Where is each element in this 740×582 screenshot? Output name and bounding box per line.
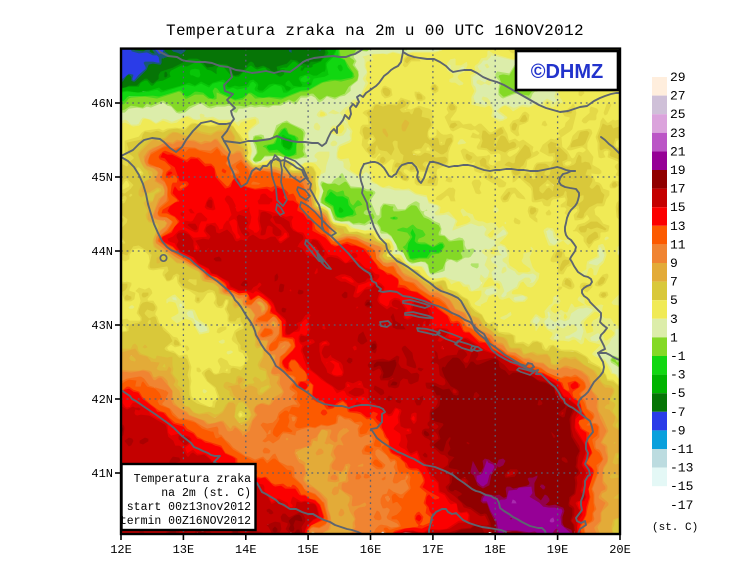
svg-text:-5: -5 bbox=[670, 386, 686, 401]
svg-text:23: 23 bbox=[670, 126, 686, 141]
svg-text:Temperatura zraka: Temperatura zraka bbox=[134, 473, 251, 486]
svg-text:13E: 13E bbox=[173, 543, 195, 557]
svg-text:-17: -17 bbox=[670, 498, 693, 513]
svg-text:15: 15 bbox=[670, 200, 686, 215]
svg-text:5: 5 bbox=[670, 293, 678, 308]
svg-text:19E: 19E bbox=[547, 543, 569, 557]
svg-text:-7: -7 bbox=[670, 405, 686, 420]
svg-text:13: 13 bbox=[670, 219, 686, 234]
svg-text:-15: -15 bbox=[670, 479, 693, 494]
svg-text:14E: 14E bbox=[235, 543, 257, 557]
svg-text:41N: 41N bbox=[91, 467, 113, 481]
svg-text:18E: 18E bbox=[484, 543, 506, 557]
svg-text:3: 3 bbox=[670, 312, 678, 327]
svg-text:7: 7 bbox=[670, 275, 678, 290]
svg-text:-3: -3 bbox=[670, 368, 686, 383]
svg-text:-1: -1 bbox=[670, 349, 686, 364]
svg-text:©DHMZ: ©DHMZ bbox=[531, 61, 604, 83]
svg-text:42N: 42N bbox=[91, 393, 113, 407]
svg-text:46N: 46N bbox=[91, 97, 113, 111]
svg-text:19: 19 bbox=[670, 163, 686, 178]
svg-text:termin 00Z16NOV2012: termin 00Z16NOV2012 bbox=[120, 515, 251, 528]
svg-text:Temperatura zraka na 2m u 00 U: Temperatura zraka na 2m u 00 UTC 16NOV20… bbox=[166, 22, 584, 40]
svg-text:-13: -13 bbox=[670, 461, 693, 476]
svg-text:17: 17 bbox=[670, 182, 686, 197]
svg-text:11: 11 bbox=[670, 237, 686, 252]
svg-text:44N: 44N bbox=[91, 245, 113, 259]
svg-text:16E: 16E bbox=[360, 543, 382, 557]
svg-text:1: 1 bbox=[670, 330, 678, 345]
svg-text:na 2m (st. C): na 2m (st. C) bbox=[161, 487, 251, 500]
svg-text:21: 21 bbox=[670, 144, 686, 159]
svg-text:start 00z13nov2012: start 00z13nov2012 bbox=[127, 501, 251, 514]
svg-text:20E: 20E bbox=[609, 543, 631, 557]
svg-text:12E: 12E bbox=[110, 543, 132, 557]
svg-text:45N: 45N bbox=[91, 171, 113, 185]
svg-text:25: 25 bbox=[670, 107, 686, 122]
svg-text:-11: -11 bbox=[670, 442, 694, 457]
svg-text:-9: -9 bbox=[670, 423, 686, 438]
svg-text:29: 29 bbox=[670, 70, 686, 85]
svg-text:9: 9 bbox=[670, 256, 678, 271]
svg-text:27: 27 bbox=[670, 89, 686, 104]
svg-text:43N: 43N bbox=[91, 319, 113, 333]
svg-text:15E: 15E bbox=[297, 543, 319, 557]
svg-text:17E: 17E bbox=[422, 543, 444, 557]
svg-text:(st. C): (st. C) bbox=[652, 522, 698, 534]
